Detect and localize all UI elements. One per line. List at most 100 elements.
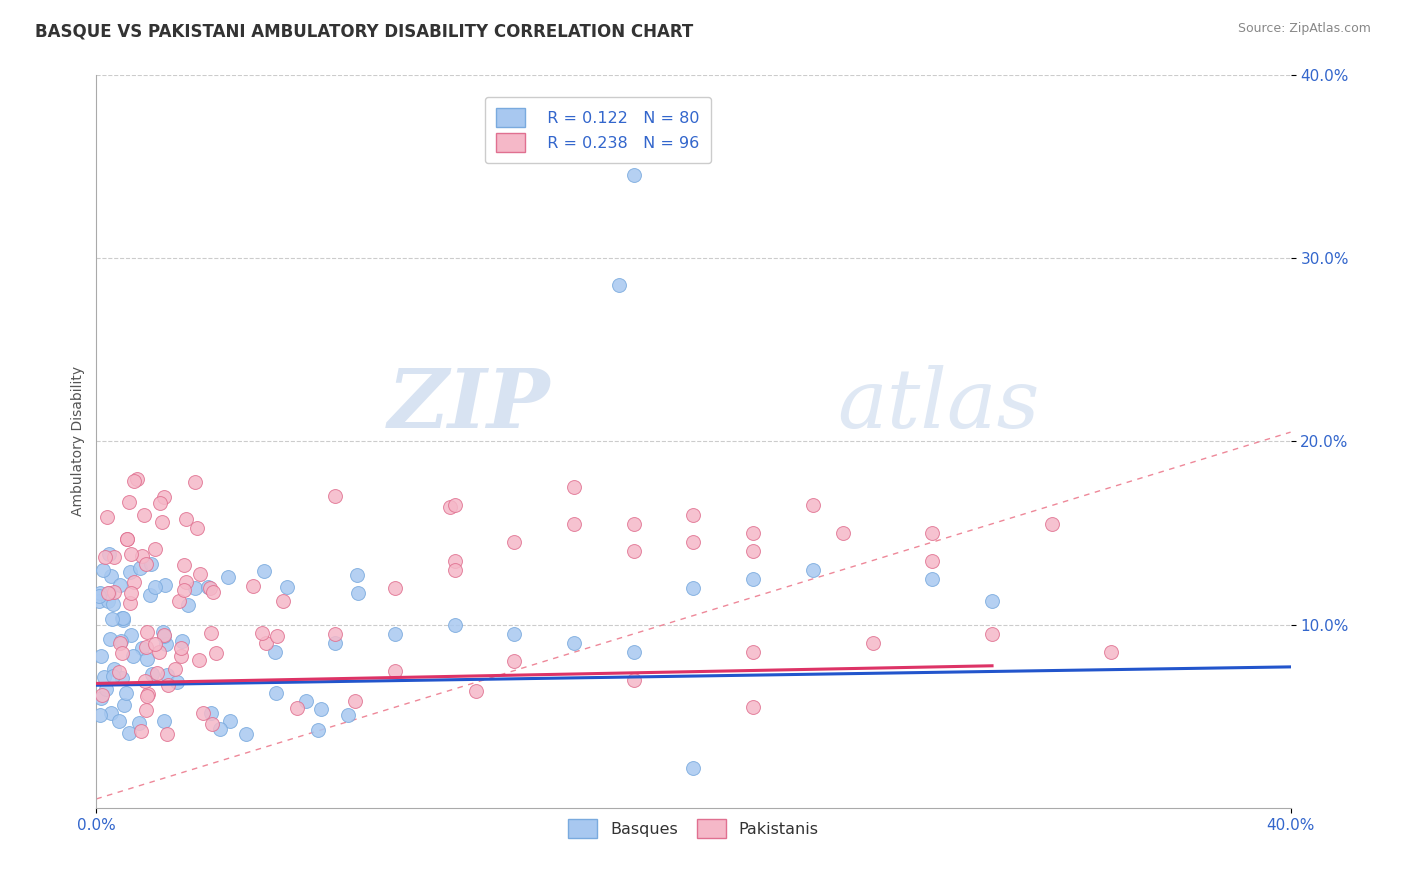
- Point: [103, 550, 125, 565]
- Point: [122, 474, 145, 488]
- Point: [112, 614, 135, 628]
- Point: [145, 637, 167, 651]
- Point: [90, 691, 112, 706]
- Point: [623, 516, 645, 531]
- Point: [197, 580, 219, 594]
- Text: ZIP: ZIP: [388, 365, 550, 444]
- Point: [173, 582, 195, 597]
- Point: [157, 678, 180, 692]
- Point: [443, 617, 465, 632]
- Point: [682, 535, 704, 549]
- Point: [146, 665, 169, 680]
- Point: [623, 673, 645, 687]
- Point: [153, 490, 176, 504]
- Point: [981, 627, 1004, 641]
- Point: [742, 544, 765, 558]
- Point: [170, 640, 193, 655]
- Point: [176, 511, 198, 525]
- Point: [96, 510, 118, 524]
- Point: [384, 581, 406, 595]
- Point: [981, 594, 1004, 608]
- Point: [122, 575, 145, 590]
- Point: [114, 686, 136, 700]
- Point: [607, 278, 630, 293]
- Point: [125, 472, 148, 486]
- Point: [235, 727, 257, 741]
- Point: [89, 594, 111, 608]
- Point: [250, 626, 273, 640]
- Point: [200, 706, 222, 720]
- Point: [188, 566, 211, 581]
- Point: [191, 706, 214, 721]
- Point: [562, 480, 585, 494]
- Point: [141, 558, 163, 572]
- Point: [921, 553, 943, 567]
- Point: [111, 647, 134, 661]
- Point: [184, 475, 207, 490]
- Point: [136, 687, 159, 701]
- Point: [177, 598, 200, 612]
- Point: [343, 694, 366, 708]
- Point: [139, 588, 162, 602]
- Point: [217, 570, 239, 584]
- Point: [742, 700, 765, 714]
- Point: [167, 594, 190, 608]
- Point: [439, 500, 461, 515]
- Point: [285, 700, 308, 714]
- Point: [135, 557, 157, 571]
- Point: [131, 641, 153, 656]
- Point: [134, 674, 156, 689]
- Point: [202, 584, 225, 599]
- Point: [141, 667, 163, 681]
- Point: [801, 499, 824, 513]
- Point: [742, 526, 765, 541]
- Point: [90, 649, 112, 664]
- Point: [115, 532, 138, 546]
- Point: [623, 645, 645, 659]
- Point: [89, 707, 111, 722]
- Point: [156, 727, 179, 741]
- Point: [174, 575, 197, 590]
- Point: [266, 629, 288, 643]
- Point: [682, 508, 704, 522]
- Point: [101, 669, 124, 683]
- Point: [831, 526, 853, 541]
- Point: [100, 569, 122, 583]
- Point: [623, 169, 645, 183]
- Point: [120, 585, 142, 599]
- Point: [145, 580, 167, 594]
- Point: [118, 726, 141, 740]
- Point: [129, 723, 152, 738]
- Point: [1040, 516, 1063, 531]
- Point: [118, 495, 141, 509]
- Point: [93, 670, 115, 684]
- Point: [89, 589, 111, 603]
- Point: [242, 579, 264, 593]
- Point: [120, 565, 142, 579]
- Point: [107, 714, 129, 728]
- Point: [128, 716, 150, 731]
- Point: [503, 535, 526, 549]
- Point: [801, 563, 824, 577]
- Point: [271, 594, 294, 608]
- Point: [153, 629, 176, 643]
- Point: [623, 544, 645, 558]
- Point: [503, 654, 526, 668]
- Point: [111, 671, 134, 685]
- Point: [112, 698, 135, 713]
- Point: [150, 515, 173, 529]
- Point: [200, 581, 222, 595]
- Point: [682, 581, 704, 595]
- Point: [208, 722, 231, 736]
- Y-axis label: Ambulatory Disability: Ambulatory Disability: [72, 367, 86, 516]
- Point: [131, 549, 153, 563]
- Point: [108, 578, 131, 592]
- Point: [562, 516, 585, 531]
- Point: [135, 640, 157, 654]
- Point: [443, 553, 465, 567]
- Point: [94, 681, 117, 696]
- Point: [384, 664, 406, 678]
- Point: [187, 653, 209, 667]
- Point: [921, 526, 943, 541]
- Point: [100, 706, 122, 721]
